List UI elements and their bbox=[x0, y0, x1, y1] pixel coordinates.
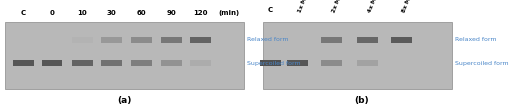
Bar bbox=[391, 37, 412, 43]
Text: C: C bbox=[268, 7, 273, 13]
Bar bbox=[131, 37, 152, 43]
Bar bbox=[101, 37, 122, 43]
Bar bbox=[5, 22, 244, 89]
Text: 2x MIC: 2x MIC bbox=[332, 0, 345, 13]
Bar bbox=[263, 22, 452, 89]
Text: 90: 90 bbox=[167, 10, 176, 16]
Bar bbox=[321, 60, 342, 66]
Text: 1x MIC: 1x MIC bbox=[297, 0, 310, 13]
Bar bbox=[101, 60, 122, 66]
Text: 10: 10 bbox=[77, 10, 87, 16]
Text: Supercoiled form: Supercoiled form bbox=[455, 61, 509, 66]
Text: Relaxed form: Relaxed form bbox=[455, 37, 497, 42]
Text: (b): (b) bbox=[354, 96, 369, 105]
Text: 0: 0 bbox=[49, 10, 55, 16]
Text: (min): (min) bbox=[218, 10, 239, 16]
Bar bbox=[161, 37, 182, 43]
Bar bbox=[13, 60, 34, 66]
Bar bbox=[190, 60, 211, 66]
Bar bbox=[72, 60, 93, 66]
Bar bbox=[42, 60, 62, 66]
Bar bbox=[287, 60, 308, 66]
Text: 30: 30 bbox=[107, 10, 116, 16]
Bar bbox=[72, 37, 93, 43]
Text: Supercoiled form: Supercoiled form bbox=[247, 61, 301, 66]
Text: 4x MIC: 4x MIC bbox=[367, 0, 380, 13]
Bar bbox=[161, 60, 182, 66]
Text: 8x MIC: 8x MIC bbox=[401, 0, 414, 13]
Bar bbox=[357, 60, 378, 66]
Text: C: C bbox=[21, 10, 26, 16]
Bar bbox=[321, 37, 342, 43]
Text: 60: 60 bbox=[137, 10, 146, 16]
Text: 120: 120 bbox=[193, 10, 207, 16]
Text: Relaxed form: Relaxed form bbox=[247, 37, 289, 42]
Bar bbox=[260, 60, 281, 66]
Text: (a): (a) bbox=[118, 96, 132, 105]
Bar bbox=[357, 37, 378, 43]
Bar bbox=[131, 60, 152, 66]
Bar bbox=[190, 37, 211, 43]
